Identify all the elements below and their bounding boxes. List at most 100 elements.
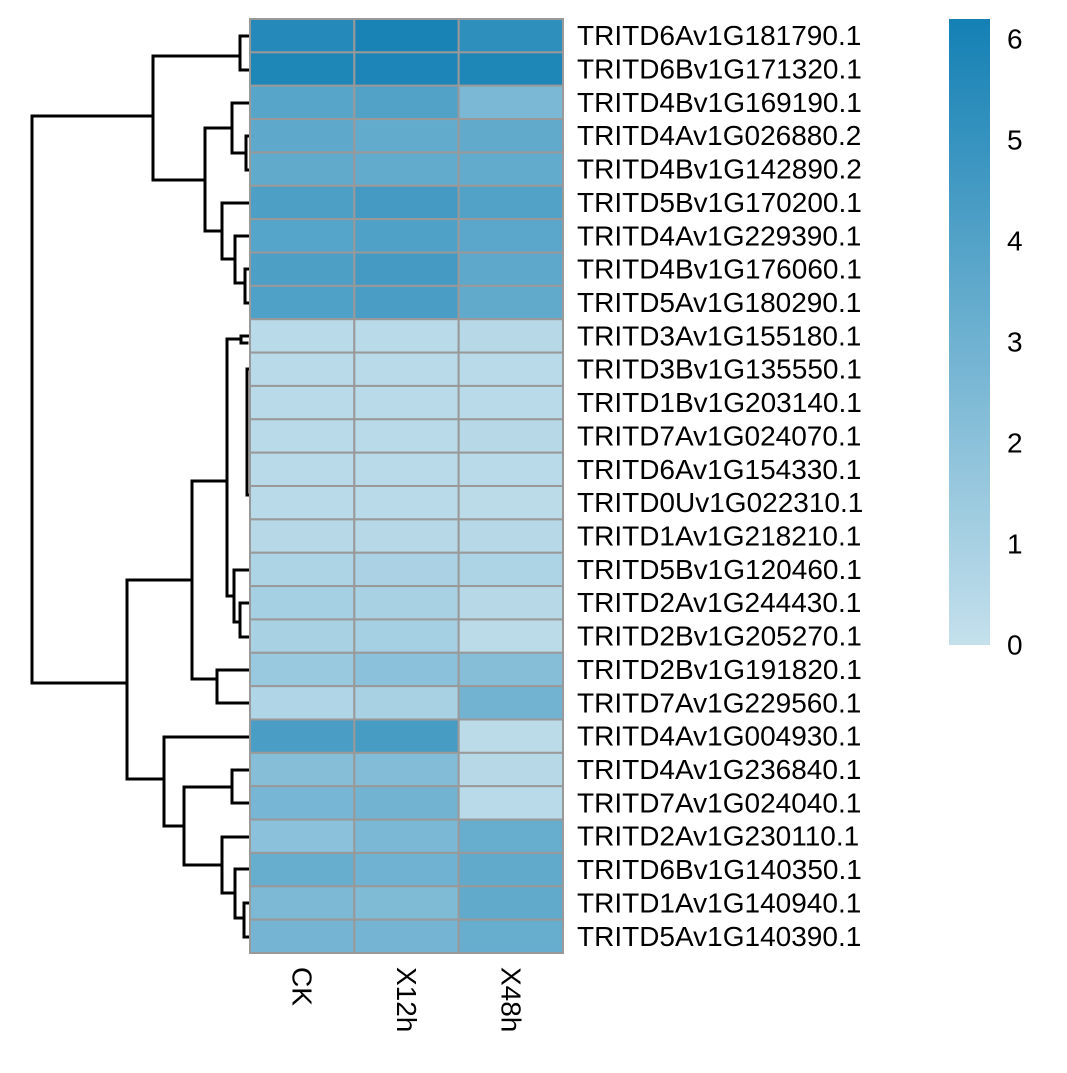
heatmap-cell [249,851,356,888]
heatmap-cell [457,518,564,554]
heatmap-cell [457,84,564,121]
heatmap-cells [249,18,564,954]
row-label: TRITD7Av1G229560.1 [577,687,861,718]
heatmap-cell [457,318,564,354]
row-label: TRITD5Av1G140390.1 [577,921,861,952]
row-label: TRITD0Uv1G022310.1 [577,487,863,518]
row-label: TRITD6Bv1G171320.1 [577,54,862,85]
row-label: TRITD6Av1G181790.1 [577,20,861,51]
row-label: TRITD2Bv1G205270.1 [577,621,862,652]
heatmap-cell [353,785,460,821]
heatmap-cell [249,518,356,554]
heatmap-cell [249,384,356,421]
row-label: TRITD1Bv1G203140.1 [577,387,862,418]
heatmap-cell [457,184,564,221]
heatmap-cell [457,785,564,821]
heatmap-cell [457,685,564,721]
heatmap-cell [249,885,356,921]
row-label: TRITD7Av1G024040.1 [577,787,861,818]
legend-tick-label: 2 [1007,428,1023,459]
row-label: TRITD1Av1G140940.1 [577,887,861,918]
heatmap-cell [457,618,564,654]
heatmap-cell [353,251,460,287]
heatmap-cell [249,685,356,721]
heatmap-cell [457,218,564,254]
heatmap-cell [457,718,564,754]
row-label: TRITD5Bv1G170200.1 [577,187,862,218]
heatmap-cell [353,51,460,87]
heatmap-cell [353,751,460,788]
legend-tick-label: 4 [1007,226,1023,257]
heatmap-cell [457,918,564,954]
heatmap-cell [249,318,356,354]
legend-tick-label: 6 [1007,24,1023,55]
heatmap-cell [353,218,460,254]
legend-tick-label: 0 [1007,630,1023,661]
heatmap-cell [457,885,564,921]
heatmap-cell [457,151,564,187]
row-label: TRITD2Bv1G191820.1 [577,654,862,685]
row-label: TRITD6Bv1G140350.1 [577,854,862,885]
heatmap-cell [457,651,564,688]
heatmap-cell [249,585,356,621]
heatmap-cell [249,651,356,688]
legend-color-bar [949,19,990,645]
heatmap-cell [249,818,356,854]
column-label: X12h [391,967,422,1032]
heatmap-cell [457,384,564,421]
row-label: TRITD6Av1G154330.1 [577,454,861,485]
heatmap-cell [249,118,356,154]
row-label: TRITD7Av1G024070.1 [577,420,861,451]
legend-tick-label: 3 [1007,327,1023,358]
heatmap-cell [353,818,460,854]
heatmap-cell [353,318,460,354]
heatmap-cell [249,484,356,521]
heatmap-cell [353,351,460,387]
heatmap-cell [249,51,356,87]
heatmap-cell [353,151,460,187]
row-label: TRITD3Av1G155180.1 [577,320,861,351]
heatmap-cell [249,84,356,121]
heatmap-cell [353,651,460,688]
row-label: TRITD5Bv1G120460.1 [577,554,862,585]
heatmap-cell [457,351,564,387]
heatmap-cell [457,18,564,54]
heatmap-cell [249,718,356,754]
row-label: TRITD2Av1G244430.1 [577,587,861,618]
heatmap-cell [249,751,356,788]
legend-tick-label: 1 [1007,529,1023,560]
heatmap-cell [249,284,356,321]
heatmap-cell [353,118,460,154]
row-label: TRITD4Bv1G176060.1 [577,254,862,285]
heatmap-cell [353,84,460,121]
heatmap-cell [249,618,356,654]
heatmap-cell [457,284,564,321]
heatmap-cell [353,384,460,421]
row-label: TRITD4Av1G004930.1 [577,721,861,752]
heatmap-cell [353,184,460,221]
heatmap-cell [457,751,564,788]
heatmap-cell [457,585,564,621]
heatmap-cell [353,718,460,754]
column-label: CK [287,967,318,1006]
heatmap-cell [457,818,564,854]
row-dendrogram [30,34,252,939]
heatmap-cell [457,51,564,87]
heatmap-cell [249,18,356,54]
heatmap-cell [353,451,460,487]
heatmap-cell [353,518,460,554]
heatmap-cell [353,918,460,954]
heatmap-cell [249,918,356,954]
row-label: TRITD3Bv1G135550.1 [577,354,862,385]
row-label: TRITD1Av1G218210.1 [577,521,861,552]
heatmap-cell [353,484,460,521]
row-label: TRITD4Av1G236840.1 [577,754,861,785]
heatmap-cell [457,551,564,588]
heatmap-cell [457,118,564,154]
heatmap-cell [353,551,460,588]
heatmap-cell [353,885,460,921]
heatmap-cell [353,18,460,54]
row-label: TRITD2Av1G230110.1 [577,821,859,852]
